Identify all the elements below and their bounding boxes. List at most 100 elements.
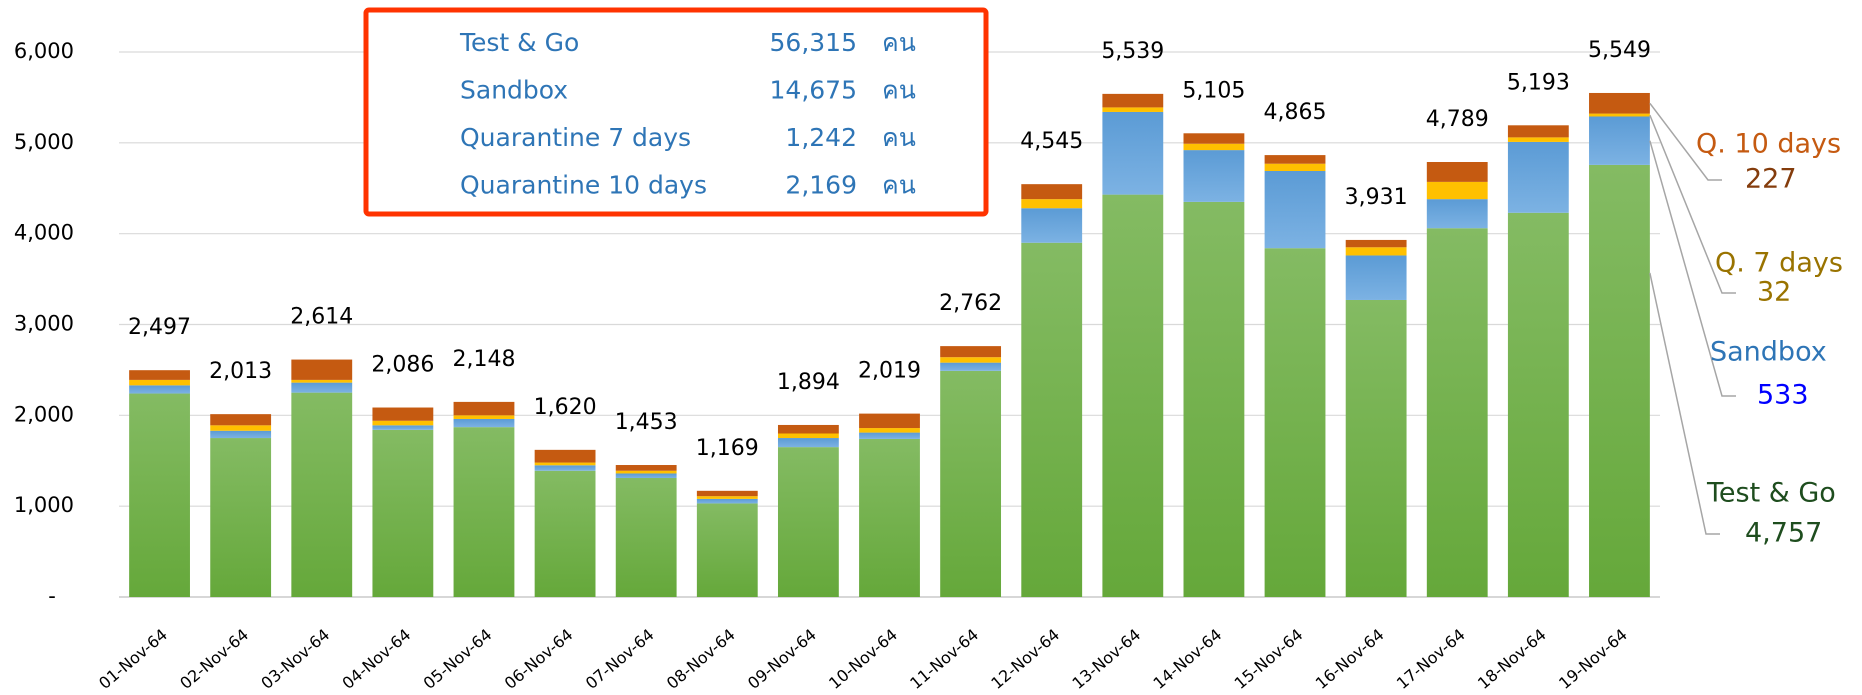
bar-segment <box>1102 111 1164 195</box>
bar-segment <box>1264 248 1326 597</box>
bar-segment <box>859 432 920 439</box>
summary-label: Sandbox <box>460 76 568 105</box>
series-label: Sandbox <box>1710 337 1827 368</box>
x-tick-label: 11-Nov-64 <box>906 625 982 693</box>
x-tick-label: 18-Nov-64 <box>1474 625 1550 693</box>
total-label: 5,105 <box>1182 78 1245 103</box>
summary-label: Test & Go <box>459 28 579 57</box>
summary-value: 2,169 <box>785 171 857 200</box>
total-label: 4,865 <box>1264 100 1327 125</box>
bar-segment <box>291 359 353 380</box>
bar-segment <box>453 415 515 419</box>
x-tick-label: 10-Nov-64 <box>825 625 901 693</box>
bar-segment <box>129 379 190 386</box>
bar-segment <box>615 478 677 597</box>
x-tick-label: 16-Nov-64 <box>1312 625 1388 693</box>
summary-unit: คน <box>882 171 916 200</box>
total-label: 5,539 <box>1101 39 1164 64</box>
bar-segment <box>940 346 1002 358</box>
x-tick-label: 09-Nov-64 <box>744 625 820 693</box>
bar-segment <box>129 393 190 597</box>
bar-segment <box>1426 199 1488 229</box>
summary-unit: คน <box>882 28 916 57</box>
leader-line <box>1649 114 1736 294</box>
total-label: 2,013 <box>209 359 272 384</box>
bar-segment <box>859 428 920 433</box>
total-label: 1,620 <box>534 395 597 420</box>
leader-line <box>1649 140 1736 397</box>
x-tick-label: 15-Nov-64 <box>1231 625 1307 693</box>
bar-segment <box>534 462 596 466</box>
bar-segment <box>1589 113 1650 117</box>
bar-segment <box>1345 239 1407 248</box>
total-label: 1,894 <box>777 370 840 395</box>
bar-segment <box>534 470 596 597</box>
x-tick-label: 13-Nov-64 <box>1068 625 1144 693</box>
bar-segment <box>1183 150 1245 202</box>
total-label: 5,193 <box>1507 70 1570 95</box>
bar-segment <box>1021 242 1083 597</box>
bar-segment <box>1264 170 1326 249</box>
summary-label: Quarantine 7 days <box>460 123 691 152</box>
bar-segment <box>1183 143 1245 151</box>
bar-segment <box>940 362 1002 371</box>
total-label: 4,545 <box>1020 129 1083 154</box>
total-label: 2,614 <box>290 305 353 330</box>
leader-line <box>1649 102 1722 181</box>
bar-segment <box>1426 228 1488 597</box>
bar-segment <box>859 413 920 429</box>
leader-line <box>1649 272 1720 535</box>
x-tick-label: 06-Nov-64 <box>501 625 577 693</box>
y-tick-label: 5,000 <box>14 130 74 154</box>
bar-segment <box>291 379 353 383</box>
summary-unit: คน <box>882 123 916 152</box>
bar-segment <box>210 425 272 431</box>
bar-segment <box>1507 137 1569 142</box>
bar-segment <box>372 407 434 421</box>
total-label: 2,762 <box>939 291 1002 316</box>
total-label: 2,086 <box>371 353 434 378</box>
y-tick-label: 6,000 <box>14 39 74 63</box>
x-tick-label: 02-Nov-64 <box>176 625 252 693</box>
total-label: 3,931 <box>1345 185 1408 210</box>
summary-value: 1,242 <box>785 123 857 152</box>
x-tick-label: 03-Nov-64 <box>257 625 333 693</box>
y-tick-label: 4,000 <box>14 221 74 245</box>
bar-segment <box>1507 125 1569 138</box>
bar-segment <box>210 438 272 597</box>
total-label: 5,549 <box>1588 38 1651 63</box>
bar-segment <box>1021 208 1083 243</box>
x-tick-label: 08-Nov-64 <box>663 625 739 693</box>
bar-segment <box>1345 299 1407 597</box>
bar-segment <box>1426 161 1488 182</box>
bar-segment <box>1589 164 1650 598</box>
bar-segment <box>372 420 434 426</box>
bar-segment <box>1507 141 1569 213</box>
bar-segment <box>696 503 758 597</box>
total-label: 1,169 <box>696 436 759 461</box>
bar-segment <box>372 429 434 597</box>
bar-segment <box>1264 163 1326 171</box>
bar-segment <box>1021 184 1083 200</box>
bar-segment <box>372 425 434 430</box>
bar-segment <box>291 382 353 393</box>
bar-segment <box>291 392 353 597</box>
bar-segment <box>453 427 515 597</box>
bar-segment <box>1183 133 1245 144</box>
bar-segment <box>1426 181 1488 200</box>
bar-segment <box>1102 194 1164 597</box>
total-label: 2,497 <box>128 315 191 340</box>
bar-segment <box>696 490 758 497</box>
bar-segment <box>1345 255 1407 300</box>
bar-segment <box>940 357 1002 363</box>
x-tick-label: 05-Nov-64 <box>420 625 496 693</box>
bar-segment <box>777 424 839 434</box>
y-tick-label: 3,000 <box>14 312 74 336</box>
x-tick-label: 14-Nov-64 <box>1150 625 1226 693</box>
bar-segment <box>615 473 677 479</box>
total-label: 4,789 <box>1426 107 1489 132</box>
series-label: Test & Go <box>1706 478 1836 509</box>
bar-segment <box>1102 107 1164 112</box>
total-label: 2,148 <box>452 347 515 372</box>
bar-segment <box>777 438 839 448</box>
